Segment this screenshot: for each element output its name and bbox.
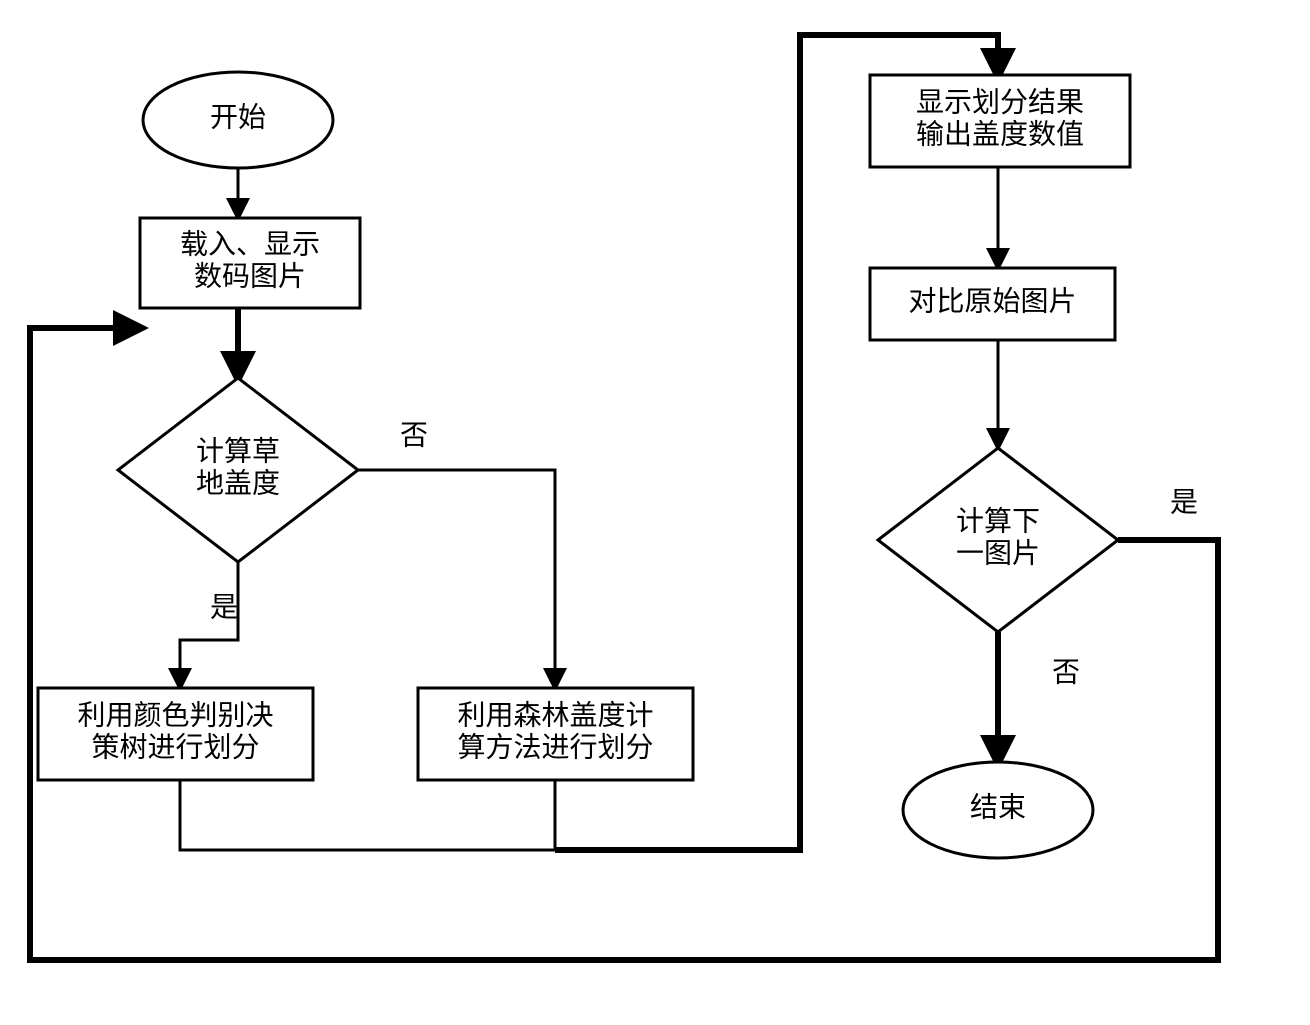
node-forest-text: 利用森林盖度计 bbox=[457, 699, 653, 731]
node-color: 利用颜色判别决策树进行划分 bbox=[38, 688, 313, 780]
node-forest-text: 算方法进行划分 bbox=[457, 731, 653, 763]
node-start-text: 开始 bbox=[210, 101, 266, 133]
node-compare: 对比原始图片 bbox=[870, 268, 1115, 340]
label-next_no: 否 bbox=[1052, 657, 1080, 688]
node-display-text: 输出盖度数值 bbox=[916, 118, 1084, 150]
node-load-text: 数码图片 bbox=[194, 260, 306, 292]
node-next: 计算下一图片 bbox=[878, 448, 1118, 632]
edge-grass-yes bbox=[180, 562, 238, 688]
label-grass_no: 否 bbox=[400, 420, 428, 451]
node-end-text: 结束 bbox=[970, 791, 1026, 823]
node-color-text: 策树进行划分 bbox=[91, 731, 259, 763]
node-display-text: 显示划分结果 bbox=[916, 86, 1084, 118]
node-grass-text: 地盖度 bbox=[196, 467, 280, 499]
node-load-text: 载入、显示 bbox=[180, 228, 320, 260]
edge-color-join bbox=[180, 780, 555, 850]
node-display: 显示划分结果输出盖度数值 bbox=[870, 75, 1130, 167]
node-grass-text: 计算草 bbox=[196, 435, 280, 467]
node-end: 结束 bbox=[903, 762, 1093, 858]
node-next-text: 一图片 bbox=[956, 537, 1040, 569]
node-forest: 利用森林盖度计算方法进行划分 bbox=[418, 688, 693, 780]
node-load: 载入、显示数码图片 bbox=[140, 218, 360, 308]
label-next_yes: 是 bbox=[1170, 487, 1198, 518]
node-grass: 计算草地盖度 bbox=[118, 378, 358, 562]
label-grass_yes: 是 bbox=[210, 592, 238, 623]
node-start: 开始 bbox=[143, 72, 333, 168]
node-next-text: 计算下 bbox=[956, 505, 1040, 537]
edge-grass-no bbox=[358, 470, 555, 688]
node-color-text: 利用颜色判别决 bbox=[77, 699, 273, 731]
node-compare-text: 对比原始图片 bbox=[908, 285, 1076, 317]
flowchart-canvas: 开始载入、显示数码图片计算草地盖度利用颜色判别决策树进行划分 利用森林盖度计算方法… bbox=[0, 0, 1310, 1025]
